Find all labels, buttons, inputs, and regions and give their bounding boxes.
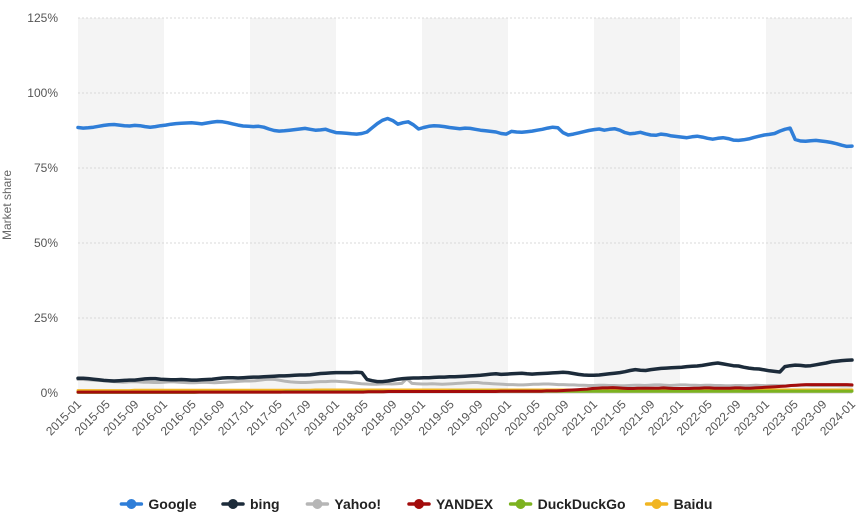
- series-line-bing: [76, 358, 854, 384]
- legend-label: Google: [148, 496, 196, 512]
- y-tick-label: 125%: [27, 11, 58, 25]
- year-band: [422, 18, 508, 393]
- legend-label: Yahoo!: [334, 496, 381, 512]
- legend-item-duckduckgo[interactable]: DuckDuckGo: [508, 496, 626, 512]
- year-band: [250, 18, 336, 393]
- legend-item-bing[interactable]: bing: [221, 496, 280, 512]
- year-band: [78, 18, 164, 393]
- legend[interactable]: Google bing Yahoo! YANDEX DuckDuckGo Baidu: [119, 496, 713, 512]
- legend-marker-icon: [126, 499, 137, 509]
- gridlines: [78, 17, 852, 394]
- legend-label: DuckDuckGo: [538, 496, 626, 512]
- y-tick-label: 75%: [34, 161, 58, 175]
- series-line-yahoo: [76, 377, 854, 388]
- year-band: [594, 18, 680, 393]
- y-axis-ticks: 0% 25% 50% 75% 100% 125%: [27, 11, 58, 400]
- legend-item-yahoo[interactable]: Yahoo!: [305, 496, 381, 512]
- year-bands: [78, 18, 852, 393]
- legend-marker-icon: [515, 499, 526, 509]
- year-band: [766, 18, 852, 393]
- legend-item-baidu[interactable]: Baidu: [644, 496, 713, 512]
- y-tick-label: 100%: [27, 86, 58, 100]
- legend-marker-icon: [228, 499, 238, 509]
- y-tick-label: 50%: [34, 236, 58, 250]
- legend-item-google[interactable]: Google: [119, 496, 197, 512]
- y-tick-label: 0%: [41, 386, 59, 400]
- legend-label: YANDEX: [436, 496, 494, 512]
- legend-marker-icon: [414, 499, 424, 509]
- legend-marker-icon: [651, 499, 662, 509]
- legend-label: Baidu: [674, 496, 713, 512]
- series-line-google: [76, 116, 854, 149]
- legend-label: bing: [250, 496, 280, 512]
- legend-marker-icon: [312, 499, 323, 509]
- y-axis-title: Market share: [0, 170, 14, 240]
- legend-item-yandex[interactable]: YANDEX: [407, 496, 494, 512]
- y-tick-label: 25%: [34, 311, 58, 325]
- x-axis-ticks: 2015-012015-052015-092016-012016-052016-…: [43, 397, 858, 438]
- series-lines: [76, 116, 854, 394]
- series-line-yandex: [76, 383, 854, 394]
